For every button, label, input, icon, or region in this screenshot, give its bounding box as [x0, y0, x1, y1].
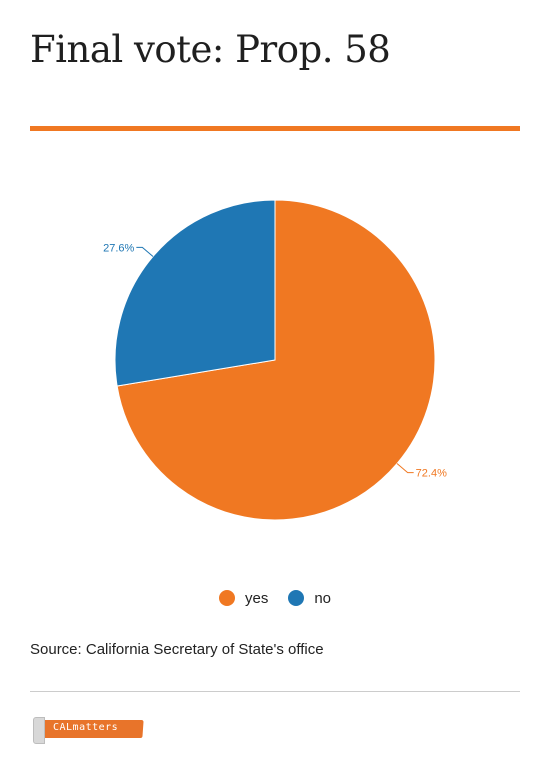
legend-item-no[interactable]: no: [288, 590, 331, 607]
data-label-no: 27.6%: [103, 242, 134, 254]
legend-swatch-no: [288, 590, 305, 606]
logo-text: CALmatters: [53, 722, 119, 733]
leader-line-yes: [396, 463, 414, 474]
logo-curl: [33, 717, 45, 744]
legend-item-yes[interactable]: yes: [218, 589, 269, 607]
leader-line-no: [136, 246, 154, 257]
accent-rule: [30, 126, 520, 131]
data-label-yes: 72.4%: [416, 468, 447, 480]
footer-divider: [30, 691, 520, 692]
legend-label-yes: yes: [244, 589, 269, 607]
source-note: Source: California Secretary of State's …: [30, 641, 324, 658]
chart-title: Final vote: Prop. 58: [30, 28, 391, 71]
legend-swatch-yes: [218, 590, 235, 606]
pie-slice-no[interactable]: [114, 199, 276, 387]
pie-chart: 72.4% 27.6%: [103, 199, 447, 521]
legend: yes no: [0, 587, 550, 609]
legend-label-no: no: [314, 589, 332, 607]
pie-slice-yes[interactable]: [116, 199, 436, 521]
calmatters-logo[interactable]: CALmatters: [33, 717, 145, 744]
